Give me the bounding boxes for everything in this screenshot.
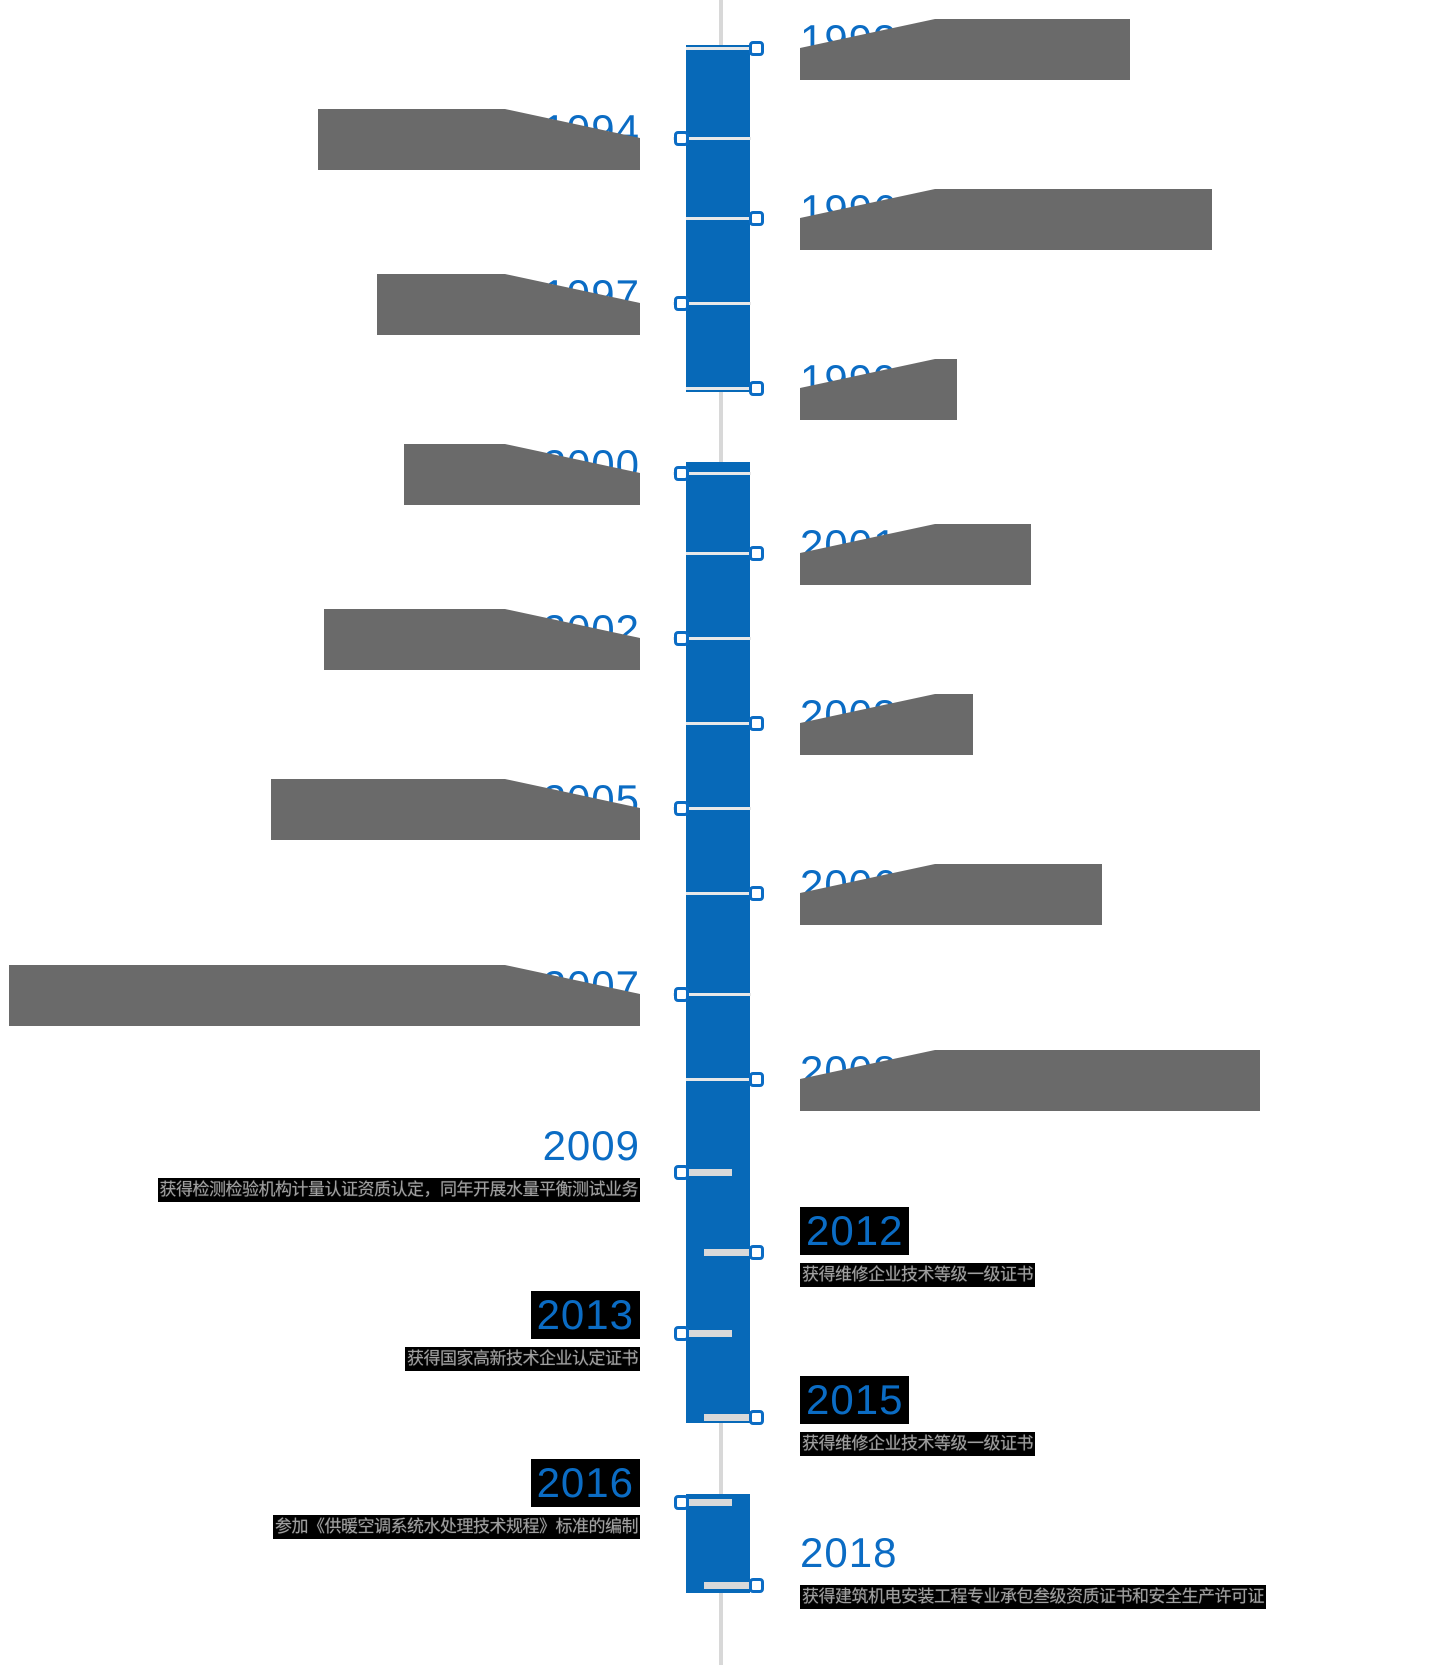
timeline-entry: 2012 获得维修企业技术等级一级证书 bbox=[800, 1207, 1035, 1287]
timeline-entry: 2007 bbox=[9, 962, 640, 1010]
entry-cover-block bbox=[9, 965, 640, 1026]
timeline-tick bbox=[686, 1499, 732, 1506]
timeline-entry: 2003 bbox=[800, 691, 973, 755]
entry-description: 获得维修企业技术等级一级证书 bbox=[800, 1263, 1035, 1287]
timeline-tick bbox=[686, 722, 764, 725]
timeline-tick bbox=[704, 1414, 750, 1421]
timeline-entry: 1994 bbox=[318, 106, 640, 154]
timeline-entry: 2008 bbox=[800, 1047, 1260, 1111]
entry-year: 2013 bbox=[530, 1291, 640, 1339]
entry-year: 2009 bbox=[542, 1122, 640, 1169]
timeline-entry: 2018 获得建筑机电安装工程专业承包叁级资质证书和安全生产许可证 bbox=[800, 1529, 1266, 1609]
timeline-node-icon bbox=[674, 1495, 689, 1510]
timeline-node-icon bbox=[749, 546, 764, 561]
timeline-node-icon bbox=[674, 801, 689, 816]
timeline-entry: 2013 获得国家高新技术企业认定证书 bbox=[405, 1291, 640, 1371]
timeline-node-icon bbox=[674, 296, 689, 311]
timeline-node-icon bbox=[749, 1072, 764, 1087]
timeline-tick bbox=[673, 993, 751, 996]
timeline-tick bbox=[686, 47, 764, 50]
timeline-node-icon bbox=[674, 466, 689, 481]
timeline-entry: 1999 bbox=[800, 356, 957, 420]
timeline-entry: 2000 bbox=[404, 441, 640, 489]
timeline-node-icon bbox=[749, 716, 764, 731]
timeline-entry: 2005 bbox=[271, 776, 640, 824]
timeline-node-icon bbox=[749, 1578, 764, 1593]
timeline-tick bbox=[686, 1169, 732, 1176]
timeline-node-icon bbox=[749, 1410, 764, 1425]
timeline-node-icon bbox=[674, 987, 689, 1002]
timeline-node-icon bbox=[674, 1326, 689, 1341]
timeline-entry: 1996 bbox=[800, 186, 1212, 250]
timeline-entry: 2015 获得维修企业技术等级一级证书 bbox=[800, 1376, 1035, 1456]
timeline-entry: 1997 bbox=[377, 271, 640, 319]
timeline-node-icon bbox=[749, 1245, 764, 1260]
timeline-node-icon bbox=[749, 886, 764, 901]
timeline-bar-segment bbox=[686, 1494, 750, 1593]
timeline-tick bbox=[704, 1582, 750, 1589]
timeline-bar-segment bbox=[686, 462, 750, 1423]
timeline-node-icon bbox=[749, 211, 764, 226]
entry-description: 获得建筑机电安装工程专业承包叁级资质证书和安全生产许可证 bbox=[800, 1585, 1266, 1609]
timeline-tick bbox=[686, 552, 764, 555]
entry-description: 获得维修企业技术等级一级证书 bbox=[800, 1432, 1035, 1456]
timeline-entry: 2006 bbox=[800, 861, 1102, 925]
timeline-tick bbox=[673, 137, 751, 140]
timeline-node-icon bbox=[674, 131, 689, 146]
entry-description: 获得国家高新技术企业认定证书 bbox=[405, 1347, 640, 1371]
entry-description: 参加《供暖空调系统水处理技术规程》标准的编制 bbox=[273, 1515, 640, 1539]
entry-description: 获得检测检验机构计量认证资质认定，同年开展水量平衡测试业务 bbox=[157, 1178, 640, 1202]
timeline-tick bbox=[686, 217, 764, 220]
timeline-entry: 2002 bbox=[324, 606, 640, 654]
timeline-tick bbox=[704, 1249, 750, 1256]
entry-year: 2015 bbox=[800, 1376, 910, 1424]
timeline-tick bbox=[686, 1330, 732, 1337]
timeline-tick bbox=[686, 387, 764, 390]
timeline-tick bbox=[673, 472, 751, 475]
timeline-tick bbox=[686, 1078, 764, 1081]
entry-year: 2012 bbox=[800, 1207, 910, 1255]
timeline-tick bbox=[673, 302, 751, 305]
timeline-node-icon bbox=[674, 1165, 689, 1180]
timeline-tick bbox=[673, 807, 751, 810]
timeline-node-icon bbox=[749, 381, 764, 396]
timeline-entry: 2016 参加《供暖空调系统水处理技术规程》标准的编制 bbox=[273, 1459, 640, 1539]
timeline-tick bbox=[686, 892, 764, 895]
timeline-node-icon bbox=[749, 41, 764, 56]
timeline-tick bbox=[673, 637, 751, 640]
timeline-node-icon bbox=[674, 631, 689, 646]
timeline-entry: 1993 bbox=[800, 16, 1130, 80]
entry-year: 2018 bbox=[800, 1529, 898, 1576]
entry-year: 2016 bbox=[530, 1459, 640, 1507]
timeline-entry: 2009 获得检测检验机构计量认证资质认定，同年开展水量平衡测试业务 bbox=[157, 1122, 640, 1202]
timeline-entry: 2001 bbox=[800, 521, 1031, 585]
